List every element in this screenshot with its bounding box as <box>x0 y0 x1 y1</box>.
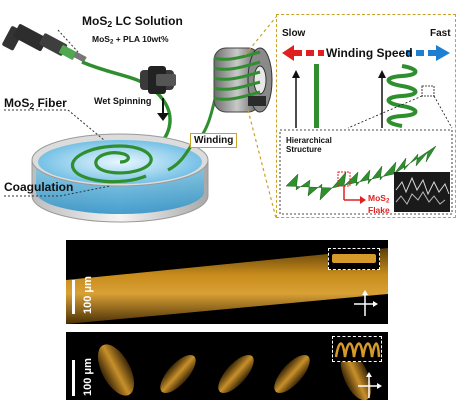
scale-bar-bottom <box>72 360 75 396</box>
mos2-flake-label: MoS2 Flake <box>368 193 390 215</box>
micrograph-straight-fiber: 100 μm <box>66 240 388 324</box>
winding-label: Winding <box>190 133 238 148</box>
zoom-lines <box>244 16 277 219</box>
coiled-inset-art <box>334 342 381 358</box>
hierarchical-label: Hierarchical Structure <box>286 136 332 154</box>
slow-label: Slow <box>282 28 306 39</box>
hierarchical-strand-icon <box>285 145 437 201</box>
sem-inset-image <box>394 172 450 212</box>
coiled-fiber-micrograph-art <box>97 344 372 400</box>
coagulation-bath <box>31 133 209 223</box>
fiber-label: MoS2 Fiber <box>4 96 67 112</box>
slow-arrow-icon <box>282 45 324 61</box>
winding-speed-title: Winding Speed <box>326 46 413 60</box>
coagulation-label: Coagulation <box>4 180 74 194</box>
straight-fiber <box>314 64 319 128</box>
scale-label-top: 100 μm <box>82 276 94 314</box>
straight-fiber-micrograph-art <box>66 248 388 324</box>
solution-formula: MoS2 + PLA 10wt% <box>92 34 169 46</box>
winding-drum-icon <box>213 47 273 113</box>
crossed-polarizer-icon <box>354 290 378 316</box>
wet-spinning-label: Wet Spinning <box>94 96 152 106</box>
syringe-icon <box>2 24 87 63</box>
micrograph-coiled-fiber: 100 μm <box>66 332 388 400</box>
straight-fiber-inset <box>328 248 380 270</box>
winding-speed-art <box>279 45 453 215</box>
solution-title: MoS2 LC Solution <box>82 14 183 30</box>
coiled-fiber-inset <box>332 336 382 362</box>
crossed-polarizer-icon-bottom <box>358 372 382 398</box>
fast-label: Fast <box>430 28 451 39</box>
coiled-fiber <box>386 64 418 128</box>
guide-roller-icon <box>140 66 176 94</box>
scale-label-bottom: 100 μm <box>82 358 94 396</box>
fast-arrow-icon <box>406 45 450 61</box>
winding-speed-panel <box>276 14 456 218</box>
scale-bar-top <box>72 280 75 314</box>
schematic-illustration <box>2 16 277 223</box>
